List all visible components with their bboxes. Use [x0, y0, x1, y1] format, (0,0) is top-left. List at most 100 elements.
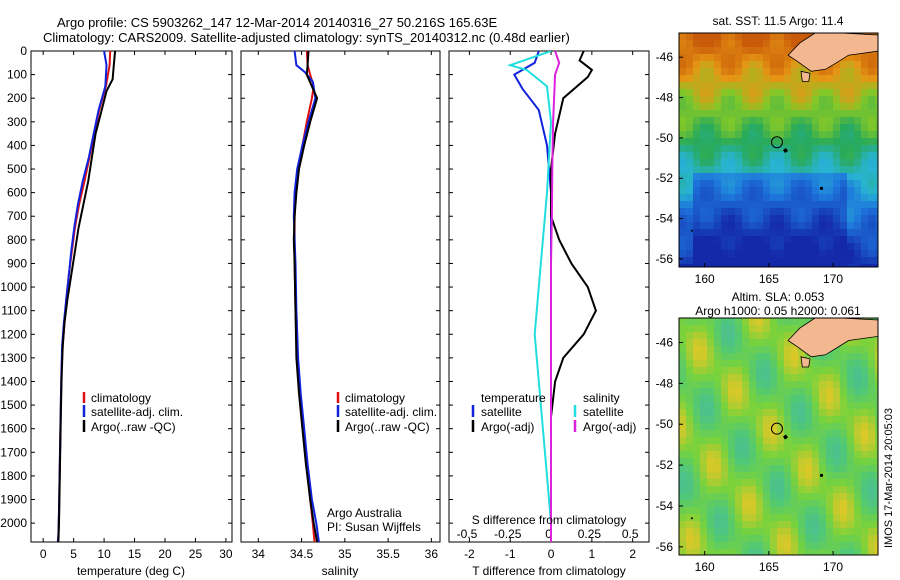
map-cell: [826, 68, 834, 76]
map-cell: [721, 236, 729, 244]
map-cell: [840, 430, 848, 438]
map-cell: [707, 33, 715, 41]
map-cell: [679, 103, 687, 111]
legend-salinity-heading: salinity: [583, 391, 620, 405]
map-cell: [854, 187, 862, 195]
map-cell: [805, 353, 813, 361]
map-cell: [777, 264, 785, 267]
map-cell: [686, 346, 694, 354]
map-cell: [847, 423, 855, 431]
map-cell: [749, 145, 757, 153]
map-cell: [686, 33, 694, 41]
map-cell: [798, 194, 806, 202]
map-cell: [679, 61, 687, 69]
map-cell: [868, 243, 876, 251]
map-cell: [868, 360, 876, 368]
map-cell: [833, 110, 841, 118]
map-cell: [693, 479, 701, 487]
map-cell: [819, 152, 827, 160]
map-cell: [847, 521, 855, 529]
map-cell: [721, 54, 729, 62]
map-cell: [854, 437, 862, 445]
map-cell: [679, 395, 687, 403]
map-cell: [826, 145, 834, 153]
map-cell: [714, 395, 722, 403]
map-cell: [777, 61, 785, 69]
map-cell: [763, 346, 771, 354]
map-cell: [868, 173, 876, 181]
map-cell: [721, 117, 729, 125]
map-cell: [735, 318, 743, 326]
map-cell: [819, 75, 827, 83]
map-cell: [686, 173, 694, 181]
map-cell: [721, 444, 729, 452]
map-cell: [861, 110, 869, 118]
map-cell: [686, 367, 694, 375]
map-cell: [707, 374, 715, 382]
map-cell: [707, 201, 715, 209]
map-cell: [777, 208, 785, 216]
map-cell: [784, 416, 792, 424]
map-cell: [819, 528, 827, 536]
map-cell: [756, 528, 764, 536]
map-cell: [686, 47, 694, 55]
map-cell: [770, 145, 778, 153]
map-cell: [840, 117, 848, 125]
map-cell: [770, 465, 778, 473]
series-line-2: [57, 51, 117, 542]
map-cell: [833, 395, 841, 403]
map-cell: [875, 409, 878, 417]
map-cell: [826, 257, 834, 265]
map-cell: [770, 332, 778, 340]
map-cell: [728, 486, 736, 494]
map-cell: [770, 353, 778, 361]
map-cell: [707, 82, 715, 90]
map-cell: [763, 33, 771, 41]
map-cell: [875, 103, 878, 111]
map-cell: [693, 96, 701, 104]
map-cell: [728, 332, 736, 340]
map-cell: [742, 257, 750, 265]
map-cell: [840, 500, 848, 508]
map-cell: [847, 236, 855, 244]
map-cell: [700, 339, 708, 347]
map-cell: [791, 208, 799, 216]
map-cell: [686, 479, 694, 487]
map-cell: [714, 402, 722, 410]
map-cell: [714, 54, 722, 62]
map-cell: [784, 479, 792, 487]
map-cell: [742, 339, 750, 347]
map-cell: [707, 131, 715, 139]
map-cell: [693, 332, 701, 340]
map-cell: [714, 40, 722, 48]
map-x-tick-label: 160: [695, 560, 715, 574]
map-cell: [770, 61, 778, 69]
map-cell: [728, 166, 736, 174]
map-cell: [679, 180, 687, 188]
map-cell: [735, 332, 743, 340]
map-cell: [721, 346, 729, 354]
map-cell: [777, 222, 785, 230]
map-cell: [784, 430, 792, 438]
map-cell: [826, 124, 834, 132]
map-cell: [686, 507, 694, 515]
map-cell: [686, 250, 694, 258]
map-cell: [770, 68, 778, 76]
map-cell: [721, 40, 729, 48]
map-cell: [700, 444, 708, 452]
map-cell: [777, 229, 785, 237]
map-cell: [770, 96, 778, 104]
map-cell: [770, 194, 778, 202]
map-cell: [868, 514, 876, 522]
map-cell: [875, 257, 878, 265]
map-cell: [770, 346, 778, 354]
map-cell: [714, 409, 722, 417]
map-cell: [861, 166, 869, 174]
map-cell: [826, 117, 834, 125]
map-cell: [749, 437, 757, 445]
map-cell: [784, 75, 792, 83]
map-cell: [714, 103, 722, 111]
map-cell: [735, 152, 743, 160]
map-cell: [714, 444, 722, 452]
map-cell: [763, 514, 771, 522]
